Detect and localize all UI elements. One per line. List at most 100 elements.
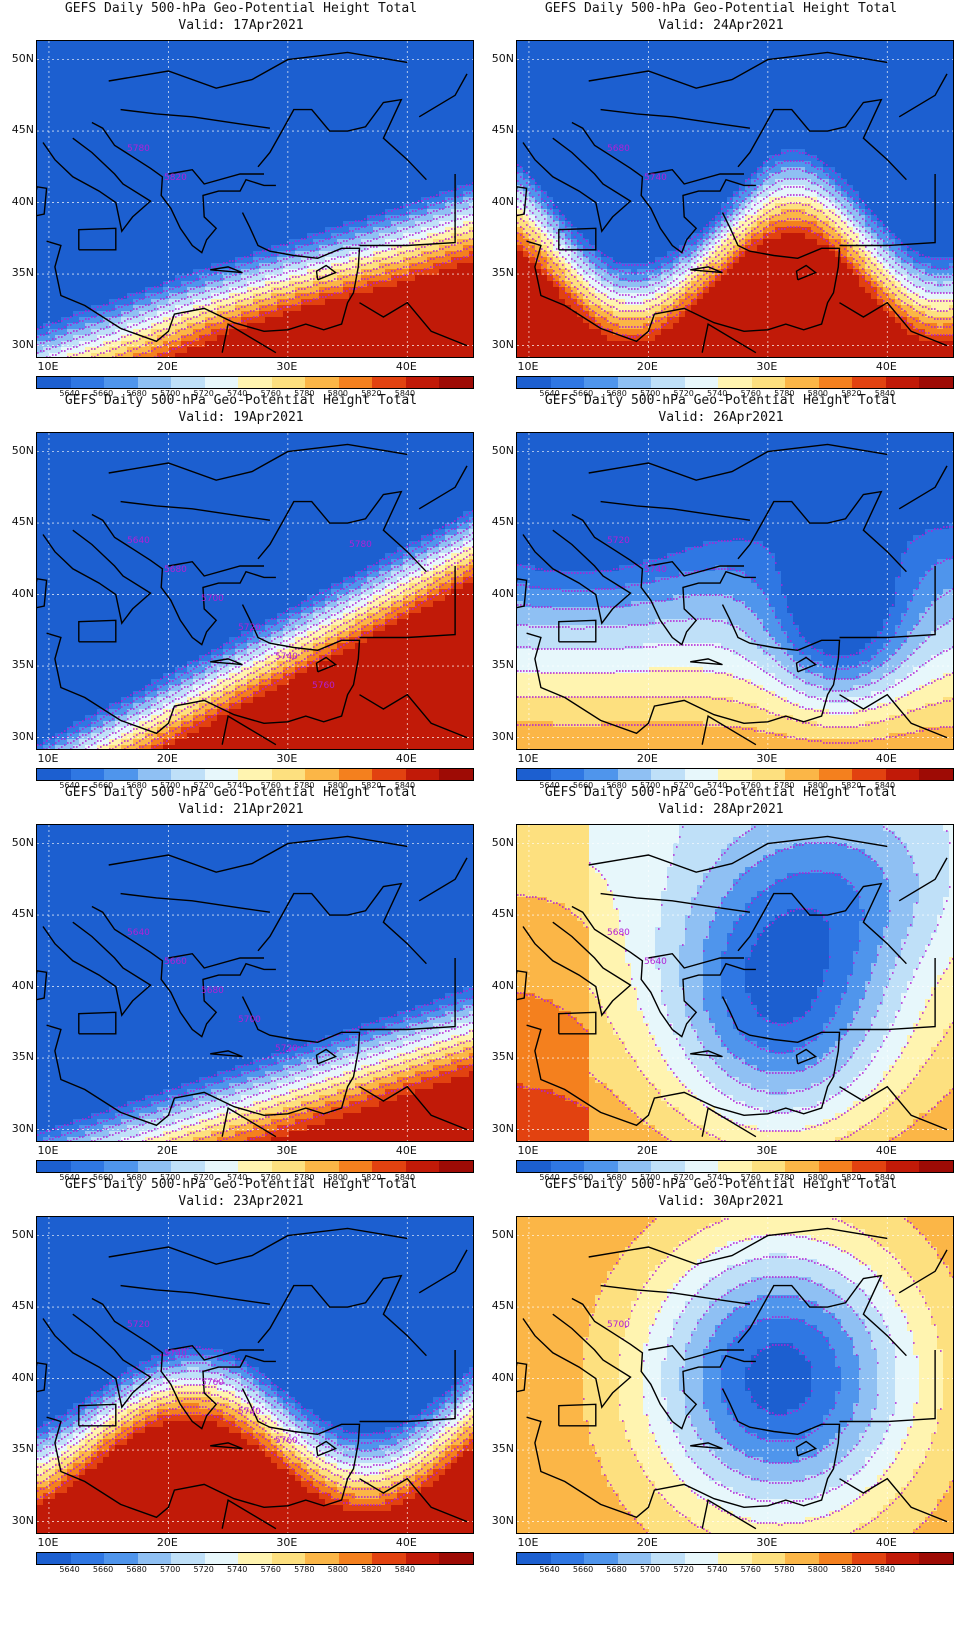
coastline	[120, 1284, 270, 1305]
colorbar-swatch	[238, 1553, 272, 1564]
lat-tick-label: 35N	[2, 1442, 34, 1455]
height-contour	[37, 1378, 473, 1468]
colorbar-label: 5800	[808, 781, 828, 790]
colorbar-label: 5680	[126, 781, 146, 790]
colorbar-label: 5720	[674, 781, 694, 790]
height-contour	[658, 826, 951, 1114]
lon-tick-label: 10E	[517, 360, 538, 373]
coastline	[522, 921, 632, 1017]
colorbar-swatch	[271, 1161, 306, 1172]
height-contour	[517, 1086, 588, 1110]
map-area: 5680 5640	[516, 824, 954, 1142]
coastline	[42, 137, 152, 233]
coastline	[91, 513, 276, 646]
contour-label: 5640	[644, 957, 667, 967]
colorbar-label: 5660	[573, 1565, 593, 1574]
coastline	[558, 1011, 597, 1035]
colorbar	[516, 1160, 954, 1173]
panel-title-text: GEFS Daily 500-hPa Geo-Potential Height …	[480, 0, 962, 17]
colorbar-swatch	[338, 769, 373, 780]
coastline	[517, 1362, 528, 1393]
coastline	[359, 958, 456, 1031]
coastline	[42, 529, 152, 625]
colorbar-label: 5640	[539, 781, 559, 790]
coastline	[221, 1498, 277, 1530]
colorbar-label: 5800	[808, 1173, 828, 1182]
height-contour	[91, 230, 473, 357]
coastline	[571, 1297, 756, 1430]
coastline	[42, 1313, 152, 1409]
map-area: 5780 5820	[36, 40, 474, 358]
colorbar-swatch	[684, 377, 719, 388]
lon-tick-label: 20E	[637, 1536, 658, 1549]
lat-tick-label: 35N	[482, 1442, 514, 1455]
coastline	[522, 1313, 632, 1409]
colorbar-label: 5680	[126, 1173, 146, 1182]
coastline	[257, 1274, 427, 1357]
colorbar-swatch	[104, 1553, 138, 1564]
coastline	[701, 1106, 757, 1138]
colorbar-swatch	[785, 769, 819, 780]
lon-tick-label: 30E	[756, 360, 777, 373]
lat-tick-label: 45N	[482, 1299, 514, 1312]
panel-title-text: GEFS Daily 500-hPa Geo-Potential Height …	[480, 784, 962, 801]
contour-label: 5680	[201, 986, 224, 996]
colorbar-label: 5760	[261, 1173, 281, 1182]
colorbar-swatch	[104, 1161, 138, 1172]
panel-title: GEFS Daily 500-hPa Geo-Potential Height …	[480, 392, 962, 426]
height-contour	[37, 198, 473, 346]
map-panel: GEFS Daily 500-hPa Geo-Potential Height …	[480, 0, 962, 406]
coastline	[526, 212, 841, 343]
coastline	[839, 1350, 936, 1423]
colorbar-label: 5740	[707, 1565, 727, 1574]
coastline	[221, 1106, 277, 1138]
coastline	[517, 578, 528, 609]
panel-title: GEFS Daily 500-hPa Geo-Potential Height …	[480, 784, 962, 818]
coastline	[588, 835, 888, 873]
coastline	[221, 322, 277, 354]
coastline	[690, 266, 723, 274]
coastline	[558, 619, 597, 643]
colorbar-swatch	[70, 1161, 105, 1172]
coastline	[839, 1085, 948, 1131]
lon-tick-label: 10E	[517, 1144, 538, 1157]
colorbar-label: 5680	[606, 1565, 626, 1574]
panel-title: GEFS Daily 500-hPa Geo-Potential Height …	[480, 1176, 962, 1210]
coastline	[168, 1344, 264, 1361]
contour-label: 5720	[238, 623, 261, 633]
lon-tick-label: 10E	[517, 1536, 538, 1549]
coastline	[257, 882, 427, 965]
coastline	[108, 1227, 408, 1265]
colorbar-swatch	[852, 1553, 886, 1564]
contour-label: 5760	[201, 1378, 224, 1388]
colorbar-swatch	[271, 377, 306, 388]
lon-tick-label: 40E	[396, 360, 417, 373]
colorbar-label: 5760	[741, 1565, 761, 1574]
colorbar-label: 5800	[808, 389, 828, 398]
lon-tick-label: 10E	[37, 360, 58, 373]
colorbar-swatch	[238, 1161, 272, 1172]
colorbar-swatch	[919, 1553, 953, 1564]
lon-tick-label: 10E	[37, 1144, 58, 1157]
coastline	[315, 1440, 338, 1457]
colorbar-label: 5720	[674, 1565, 694, 1574]
coastline	[78, 227, 117, 251]
lat-tick-label: 40N	[482, 1371, 514, 1384]
colorbar-label: 5720	[194, 1173, 214, 1182]
height-contour	[37, 1362, 473, 1452]
colorbar-swatch	[517, 769, 551, 780]
coastline	[600, 500, 750, 521]
height-contour	[58, 524, 473, 749]
lat-tick-label: 50N	[2, 836, 34, 849]
colorbar-swatch	[885, 377, 920, 388]
coastline	[600, 1284, 750, 1305]
coastline	[898, 465, 948, 510]
coastline	[168, 952, 264, 969]
height-contour	[517, 160, 953, 274]
colorbar-swatch	[885, 1161, 920, 1172]
lon-tick-label: 40E	[876, 1144, 897, 1157]
panel-title-text: GEFS Daily 500-hPa Geo-Potential Height …	[480, 1176, 962, 1193]
height-contour	[136, 568, 473, 749]
coastline	[108, 51, 408, 89]
coastline	[210, 266, 243, 274]
